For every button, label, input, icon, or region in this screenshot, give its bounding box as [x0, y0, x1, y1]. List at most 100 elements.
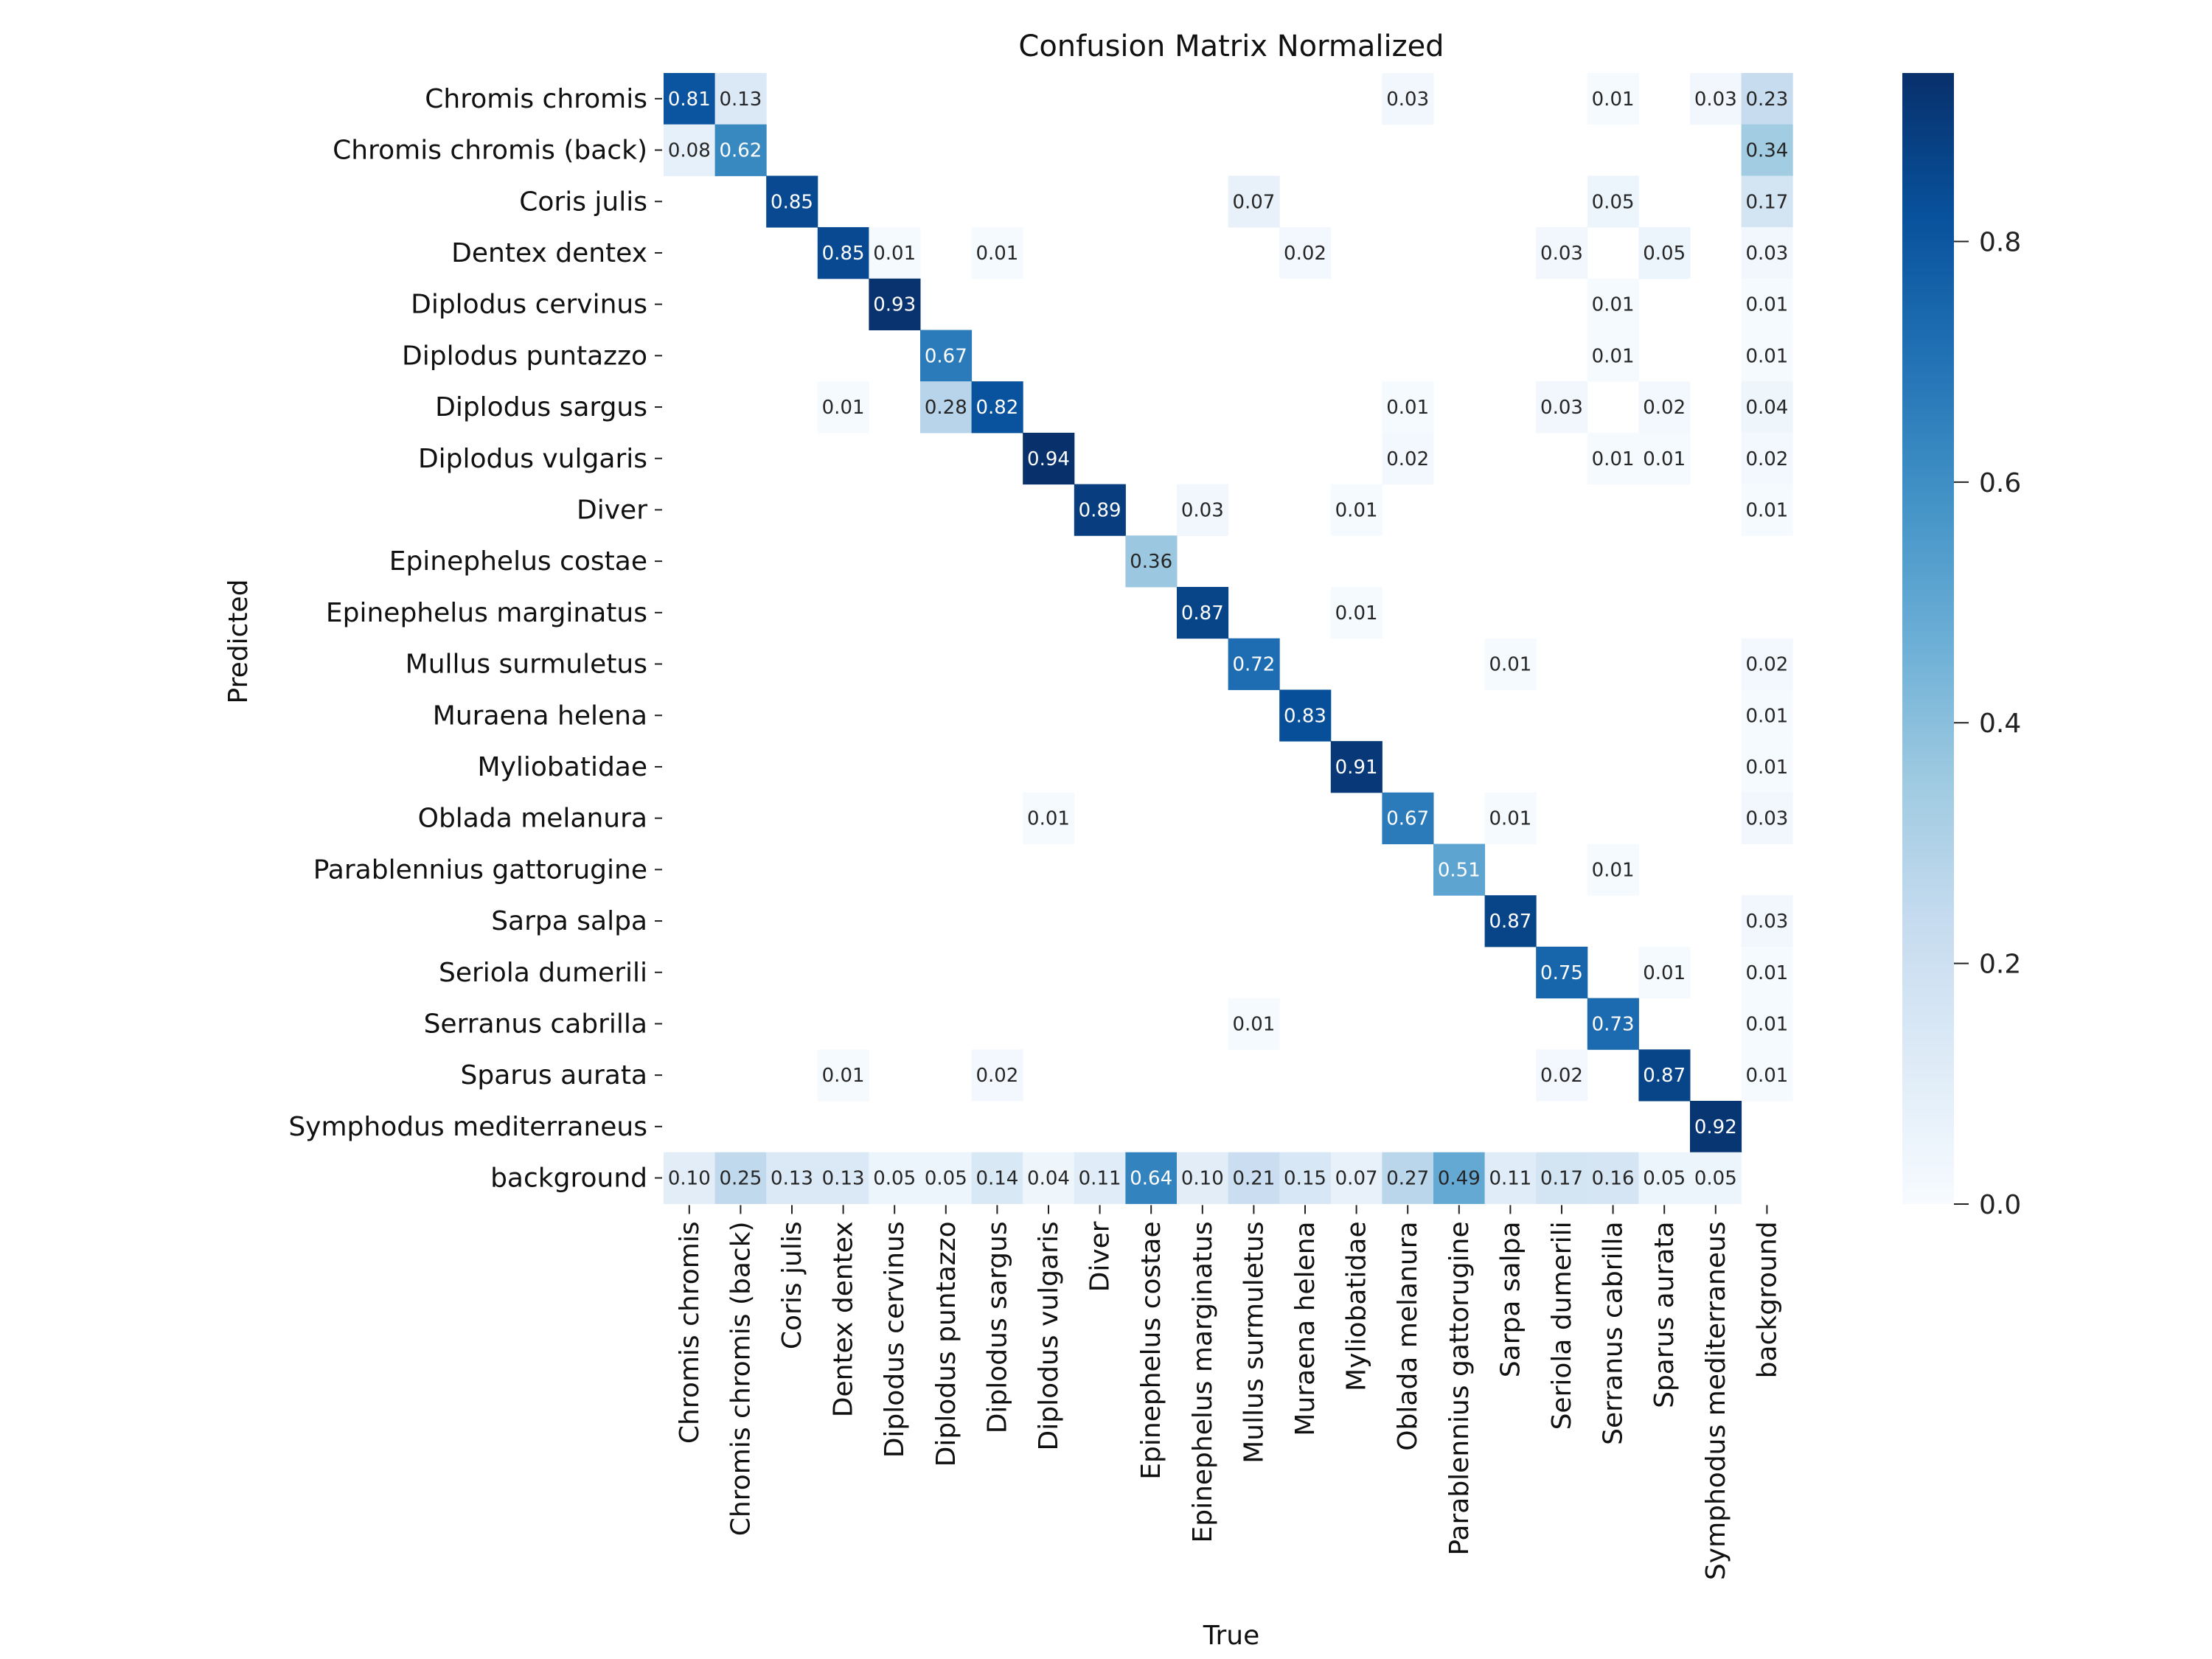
cell-value-label: 0.01: [1745, 345, 1788, 367]
cell-value-label: 0.17: [1745, 191, 1788, 213]
x-tick-label: Mullus surmuletus: [1239, 1221, 1269, 1463]
x-tick-label: Sarpa salpa: [1495, 1221, 1526, 1377]
heatmap-cell: [1177, 484, 1229, 536]
heatmap-cell: [1433, 844, 1486, 896]
cell-value-label: 0.51: [1438, 859, 1481, 881]
y-tick-label: Sparus aurata: [461, 1060, 648, 1091]
x-tick-label: Sparus aurata: [1649, 1221, 1680, 1408]
heatmap-cell: [971, 381, 1023, 434]
heatmap-cell: [1587, 1152, 1639, 1204]
cell-value-label: 0.67: [1386, 808, 1429, 830]
heatmap-cell: [1741, 278, 1793, 330]
cell-value-label: 0.03: [1540, 397, 1583, 419]
cell-value-label: 0.03: [1745, 808, 1788, 830]
cell-value-label: 0.01: [1592, 88, 1635, 111]
cell-value-label: 0.05: [1643, 1168, 1686, 1190]
y-tick-label: Seriola dumerili: [439, 958, 647, 988]
cell-value-label: 0.87: [1181, 602, 1224, 625]
cell-value-label: 0.05: [925, 1168, 967, 1190]
cell-value-label: 0.04: [1027, 1168, 1070, 1190]
colorbar-tick-label: 0.0: [1979, 1190, 2021, 1220]
heatmap-cell: [1741, 330, 1793, 382]
y-tick-label: Chromis chromis (back): [333, 136, 647, 166]
cell-value-label: 0.01: [1489, 808, 1531, 830]
cell-value-label: 0.34: [1745, 140, 1788, 162]
heatmap-cell: [1741, 998, 1793, 1050]
cell-value-label: 0.87: [1643, 1065, 1686, 1087]
cell-value-label: 0.01: [1745, 1065, 1788, 1087]
cell-value-label: 0.02: [1386, 448, 1429, 470]
heatmap-cell: [1741, 381, 1793, 434]
heatmap-cell: [1484, 895, 1537, 947]
heatmap-cell: [1741, 124, 1793, 176]
cell-value-label: 0.01: [1745, 294, 1788, 316]
colorbar-tick-label: 0.4: [1979, 709, 2021, 739]
cell-value-label: 0.03: [1694, 88, 1737, 111]
cell-value-label: 0.01: [1592, 345, 1635, 367]
heatmap-cell: [1587, 278, 1639, 330]
y-tick-label: Sarpa salpa: [491, 906, 647, 936]
cell-value-label: 0.82: [975, 397, 1018, 419]
cell-value-label: 0.92: [1694, 1116, 1737, 1138]
cell-value-label: 0.01: [1335, 602, 1378, 625]
heatmap-cell: [1638, 381, 1691, 434]
heatmap-cell: [1177, 587, 1229, 639]
heatmap-cell: [920, 330, 973, 382]
heatmap-cell: [1382, 381, 1434, 434]
cell-value-label: 0.07: [1335, 1168, 1378, 1190]
heatmap-cell: [1536, 227, 1588, 279]
cell-value-label: 0.05: [873, 1168, 916, 1190]
cell-value-label: 0.01: [975, 243, 1018, 265]
heatmap-cell: [1330, 587, 1382, 639]
cell-value-label: 0.01: [1745, 499, 1788, 521]
y-tick-label: Dentex dentex: [451, 238, 647, 268]
cell-value-label: 0.91: [1335, 757, 1378, 779]
heatmap-cell: [1638, 1049, 1691, 1102]
heatmap-cell: [1638, 1152, 1691, 1204]
heatmap-cell: [1228, 998, 1280, 1050]
x-tick-label: Diplodus cervinus: [880, 1221, 910, 1458]
heatmap-cell: [869, 1152, 921, 1204]
y-tick-label: Coris julis: [519, 187, 647, 217]
heatmap-cell: [1741, 175, 1793, 228]
heatmap-cell: [1023, 432, 1075, 485]
heatmap-cell: [1330, 1152, 1382, 1204]
heatmap-cell: [1587, 330, 1639, 382]
colorbar-tick-label: 0.8: [1979, 227, 2021, 257]
cell-value-label: 0.01: [1643, 448, 1686, 470]
x-axis-tick-labels: Chromis chromis Chromis chromis (back) Cor…: [675, 1205, 1782, 1580]
heatmap-cell: [1536, 946, 1588, 999]
heatmap-cell: [1125, 1152, 1178, 1204]
heatmap-cell: [1741, 689, 1793, 742]
cell-value-label: 0.03: [1181, 499, 1224, 521]
y-tick-label: Epinephelus costae: [389, 546, 647, 577]
x-tick-label: Diplodus puntazzo: [931, 1221, 961, 1467]
x-tick-label: Parablennius gattorugine: [1444, 1221, 1475, 1555]
heatmap-cell: [1741, 792, 1793, 844]
heatmap-cell: [971, 1049, 1023, 1102]
heatmap-cell: [1228, 1152, 1280, 1204]
cell-value-label: 0.15: [1284, 1168, 1326, 1190]
heatmap-cell: [1023, 792, 1075, 844]
heatmap-cell: [1741, 484, 1793, 536]
cell-value-label: 0.07: [1232, 191, 1275, 213]
heatmap-cell: [766, 175, 818, 228]
cell-value-label: 0.11: [1489, 1168, 1531, 1190]
heatmap-cell: [920, 381, 973, 434]
cell-value-label: 0.49: [1438, 1168, 1481, 1190]
heatmap-cell: [1741, 1049, 1793, 1102]
cell-value-label: 0.94: [1027, 448, 1070, 470]
cell-value-label: 0.01: [1592, 859, 1635, 881]
heatmap-cell: [1484, 638, 1537, 690]
heatmap-cell: [1587, 998, 1639, 1050]
cell-value-label: 0.28: [925, 397, 967, 419]
cell-value-label: 0.01: [1386, 397, 1429, 419]
heatmap-cell: [1690, 73, 1742, 125]
cell-value-label: 0.01: [1643, 962, 1686, 984]
cell-value-label: 0.03: [1540, 243, 1583, 265]
x-tick-label: Diplodus sargus: [982, 1221, 1012, 1433]
cell-value-label: 0.01: [1745, 962, 1788, 984]
cell-value-label: 0.01: [822, 1065, 865, 1087]
cell-value-label: 0.02: [1284, 243, 1326, 265]
